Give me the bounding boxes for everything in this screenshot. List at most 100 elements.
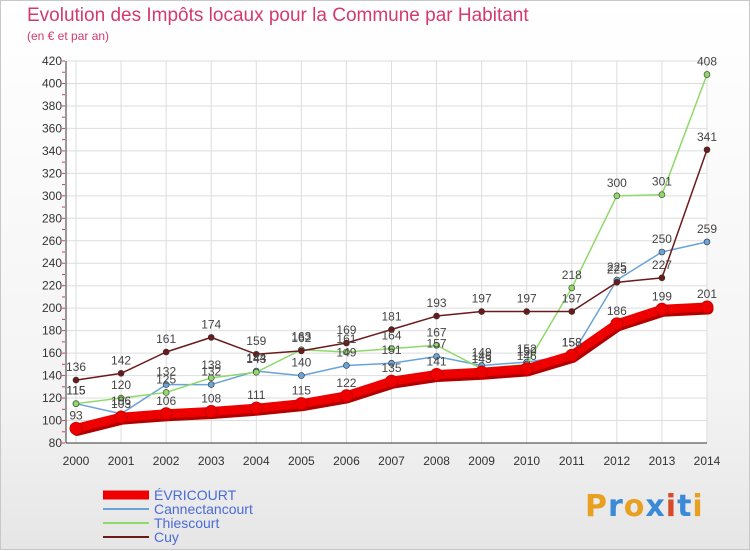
- x-tick-label: 2006: [333, 454, 360, 468]
- data-label: 140: [291, 356, 311, 370]
- data-point: [298, 347, 305, 355]
- data-label: 142: [111, 353, 131, 367]
- data-label: 122: [336, 376, 356, 390]
- data-label: 143: [246, 352, 266, 366]
- y-tick-label: 400: [42, 76, 62, 90]
- data-label: 158: [562, 335, 582, 349]
- legend-label: Cannectancourt: [154, 501, 253, 517]
- data-label: 106: [156, 394, 176, 408]
- proxiti-logo: Proxiti: [585, 489, 704, 524]
- y-tick-label: 200: [42, 301, 62, 315]
- data-label: 225: [607, 260, 627, 274]
- data-label: 223: [607, 262, 627, 276]
- y-tick-label: 320: [42, 166, 62, 180]
- x-tick-label: 2005: [288, 454, 315, 468]
- data-point: [433, 341, 440, 349]
- y-tick-label: 380: [42, 99, 62, 113]
- x-tick-label: 2004: [243, 454, 270, 468]
- data-label: 199: [652, 289, 672, 303]
- data-point: [294, 397, 308, 411]
- data-label: 186: [607, 304, 627, 318]
- logo-letter: i: [692, 489, 704, 524]
- data-label: 138: [201, 358, 221, 372]
- data-point: [339, 389, 353, 403]
- y-tick-label: 360: [42, 121, 62, 135]
- y-tick-label: 300: [42, 189, 62, 203]
- data-point: [475, 365, 489, 379]
- data-label: 149: [472, 345, 492, 359]
- data-label: 111: [247, 388, 266, 402]
- y-tick-label: 140: [42, 369, 62, 383]
- data-label: 144: [246, 351, 266, 365]
- data-point: [117, 370, 125, 377]
- x-tick-label: 2009: [468, 454, 495, 468]
- x-tick-label: 2000: [63, 454, 90, 468]
- data-point: [433, 312, 440, 320]
- data-point: [610, 317, 624, 331]
- data-label: 162: [291, 331, 311, 345]
- data-point: [162, 389, 170, 396]
- data-label: 181: [381, 310, 401, 324]
- data-point: [207, 334, 215, 341]
- data-label: 149: [336, 345, 356, 359]
- data-point: [478, 308, 485, 315]
- data-point: [252, 350, 260, 358]
- data-point: [162, 381, 170, 388]
- data-label: 125: [156, 372, 176, 386]
- x-tick-label: 2011: [559, 454, 585, 468]
- data-point: [388, 345, 395, 352]
- data-label: 151: [381, 343, 401, 357]
- x-tick-label: 2014: [694, 454, 721, 468]
- logo-letter: i: [665, 489, 678, 524]
- data-label: 141: [427, 354, 447, 368]
- data-point: [658, 274, 666, 282]
- data-label: 115: [66, 384, 85, 398]
- legend-label: ÉVRICOURT: [154, 487, 237, 503]
- data-point: [204, 405, 218, 419]
- data-label: 300: [607, 176, 627, 190]
- logo-letter: x: [645, 489, 666, 524]
- x-tick-label: 2003: [198, 454, 225, 468]
- data-label: 259: [697, 222, 717, 236]
- data-point: [568, 308, 576, 315]
- data-label: 218: [562, 268, 582, 282]
- data-point: [433, 353, 440, 360]
- data-label: 301: [652, 175, 672, 189]
- data-point: [613, 192, 621, 200]
- data-point: [568, 284, 576, 292]
- data-point: [703, 146, 711, 154]
- chart-title: Evolution des Impôts locaux pour la Comm…: [27, 5, 529, 26]
- data-label: 161: [336, 332, 356, 346]
- data-label: 135: [381, 361, 401, 375]
- data-label: 197: [562, 292, 582, 306]
- data-label: 157: [427, 336, 447, 350]
- data-label: 93: [69, 408, 83, 422]
- y-tick-label: 260: [42, 234, 62, 248]
- x-tick-label: 2002: [153, 454, 180, 468]
- data-label: 158: [562, 335, 582, 349]
- data-point: [523, 308, 531, 315]
- data-point: [72, 400, 80, 407]
- logo-letter: P: [585, 489, 608, 524]
- data-point: [658, 248, 666, 256]
- data-point: [520, 362, 534, 376]
- data-point: [703, 238, 711, 246]
- data-label: 408: [697, 54, 717, 68]
- data-label: 250: [652, 232, 672, 246]
- data-point: [249, 401, 263, 415]
- data-point: [162, 348, 170, 356]
- y-tick-label: 240: [42, 256, 62, 270]
- data-point: [207, 374, 215, 382]
- data-label: 150: [517, 344, 537, 358]
- data-point: [385, 374, 398, 388]
- data-label: 146: [517, 349, 537, 363]
- data-point: [703, 71, 711, 78]
- y-tick-label: 420: [42, 54, 62, 68]
- data-label: 163: [291, 330, 311, 344]
- data-label: 106: [111, 394, 131, 408]
- legend-label: Cuy: [154, 529, 179, 545]
- data-label: 201: [697, 287, 717, 301]
- data-point: [69, 421, 83, 435]
- data-point: [700, 300, 714, 314]
- data-point: [388, 326, 395, 333]
